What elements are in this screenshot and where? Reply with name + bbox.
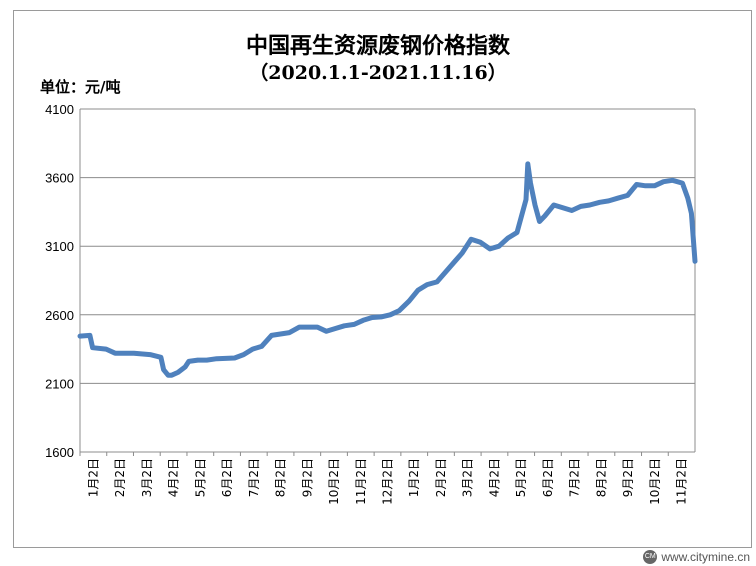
x-tick-label: 1月2日 xyxy=(86,458,100,497)
x-tick-label: 8月2日 xyxy=(594,458,608,497)
x-tick-label: 5月2日 xyxy=(514,458,528,497)
citymine-logo-icon: CM xyxy=(643,550,658,564)
x-tick-label: 2月2日 xyxy=(113,458,127,497)
x-tick-label: 12月2日 xyxy=(381,458,395,505)
x-tick-label: 10月2日 xyxy=(327,458,341,505)
x-tick-label: 4月2日 xyxy=(487,458,501,497)
x-tick-label: 11月2日 xyxy=(354,458,368,505)
y-tick-label: 3100 xyxy=(45,239,74,254)
chart-frame xyxy=(13,10,752,548)
y-tick-label: 3600 xyxy=(45,171,74,186)
chart-subtitle: （2020.1.1-2021.11.16） xyxy=(249,62,507,84)
series-line-steel-scrap-price-index xyxy=(77,161,698,378)
axes xyxy=(79,108,696,456)
x-tick-label: 4月2日 xyxy=(167,458,181,497)
x-tick-labels: 1月2日 2月2日 3月2日 4月2日 5月2日 6月2日 7月2日 8月2日 9月2日 10月2… xyxy=(86,458,688,505)
x-tick-label: 3月2日 xyxy=(140,458,154,497)
x-tick-label: 6月2日 xyxy=(220,458,234,497)
series xyxy=(77,161,698,378)
x-tick-label: 9月2日 xyxy=(300,458,314,497)
x-tick-label: 1月2日 xyxy=(407,458,421,497)
watermark: CM www.citymine.cn xyxy=(643,550,750,564)
x-tick-label: 7月2日 xyxy=(247,458,261,497)
x-tick-label: 9月2日 xyxy=(621,458,635,497)
y-tick-labels: 1600 2100 2600 3100 3600 4100 xyxy=(45,102,74,460)
x-tick-label: 10月2日 xyxy=(648,458,662,505)
y-tick-label: 2100 xyxy=(45,376,74,391)
x-tick-label: 7月2日 xyxy=(568,458,582,497)
x-tick-label: 6月2日 xyxy=(541,458,555,497)
x-tick-label: 2月2日 xyxy=(434,458,448,497)
chart-title: 中国再生资源废钢价格指数 xyxy=(245,33,510,59)
y-tick-label: 1600 xyxy=(45,445,74,460)
gridlines xyxy=(80,108,695,384)
x-tick-label: 8月2日 xyxy=(274,458,288,497)
watermark-text: www.citymine.cn xyxy=(661,550,750,564)
y-tick-label: 2600 xyxy=(45,308,74,323)
x-tick-label: 11月2日 xyxy=(675,458,689,505)
x-tick-label: 5月2日 xyxy=(193,458,207,497)
x-tick-label: 3月2日 xyxy=(461,458,475,497)
y-tick-label: 4100 xyxy=(45,102,74,117)
y-axis-unit-label: 单位：元/吨 xyxy=(40,78,121,96)
